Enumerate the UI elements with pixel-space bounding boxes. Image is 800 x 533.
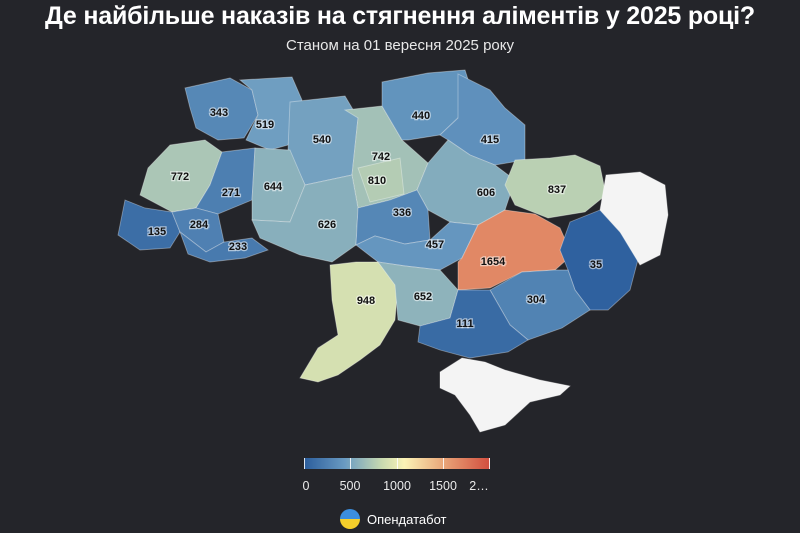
region-value-vinnytsia: 626 [318, 219, 336, 231]
region-value-donetsk: 35 [590, 259, 602, 271]
region-chernivtsi [179, 230, 269, 263]
region-value-kirovohrad: 457 [426, 239, 444, 251]
region-zakarpattia [117, 199, 181, 251]
region-vinnytsia [251, 174, 359, 263]
brand-name: Опендатабот [367, 511, 447, 527]
region-value-odesa: 948 [357, 295, 375, 307]
legend-tick-500 [350, 458, 351, 469]
legend-tick-1000 [397, 458, 398, 469]
chart-subtitle: Станом на 01 вересня 2025 року [286, 37, 514, 54]
region-value-kherson: 111 [456, 318, 473, 330]
brand-logo-icon [340, 509, 360, 529]
region-value-zhytomyr: 540 [313, 134, 331, 146]
region-value-chernivtsi: 233 [229, 241, 247, 253]
brand: Опендатабот [340, 509, 446, 529]
region-value-ivano-frankivsk: 284 [190, 219, 209, 231]
region-value-kharkiv: 837 [548, 184, 566, 196]
region-value-volyn: 343 [210, 107, 228, 119]
region-value-kyiv-city: 810 [368, 175, 386, 187]
legend-label-1000: 1000 [383, 479, 411, 493]
region-value-zakarpattia: 135 [148, 226, 166, 238]
region-luhansk [599, 171, 669, 266]
region-value-khmelnytskyi: 644 [264, 181, 283, 193]
region-value-mykolaiv: 652 [414, 291, 432, 303]
legend-label-0: 0 [302, 479, 310, 493]
region-value-sumy: 415 [481, 134, 499, 146]
region-value-cherkasy: 336 [393, 207, 411, 219]
region-crimea [439, 357, 571, 433]
region-donetsk [559, 209, 641, 311]
region-value-zaporizhzhia: 304 [527, 294, 546, 306]
region-value-rivne: 519 [256, 119, 274, 131]
legend-label-1500: 1500 [429, 479, 457, 493]
region-value-lviv: 772 [171, 171, 189, 183]
chart-title: Де найбільше наказів на стягнення алімен… [45, 2, 755, 30]
legend-tick-1500 [443, 458, 444, 469]
region-value-chernihiv: 440 [412, 110, 430, 122]
region-value-poltava: 606 [477, 187, 495, 199]
ukraine-map: 343 519 540 742 440 415 772 271 644 810 606 837 135 2… [117, 69, 669, 433]
legend-label-500: 500 [339, 479, 361, 493]
region-value-ternopil: 271 [222, 187, 240, 199]
region-value-dnipropetrovsk: 1654 [481, 256, 506, 268]
legend-tick-0 [304, 458, 305, 469]
legend-tick-max [489, 458, 490, 469]
region-kharkiv [504, 154, 607, 219]
legend-label-max: 2… [469, 479, 489, 493]
region-kherson [417, 289, 529, 359]
region-volyn [184, 77, 259, 141]
region-odesa [299, 261, 399, 383]
region-kyiv-city [357, 157, 405, 203]
region-value-kyiv-oblast: 742 [372, 151, 390, 163]
